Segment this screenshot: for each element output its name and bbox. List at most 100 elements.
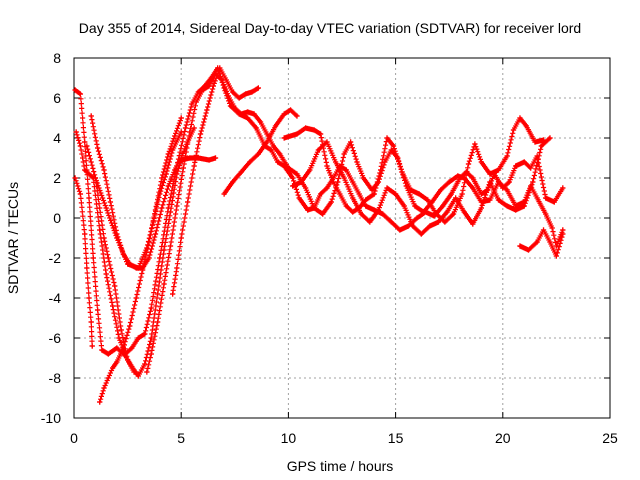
y-tick-label: -10 bbox=[41, 410, 61, 426]
data-point bbox=[362, 203, 369, 209]
data-point bbox=[72, 175, 78, 181]
x-tick-label: 15 bbox=[388, 430, 404, 446]
data-point bbox=[212, 155, 219, 161]
data-point bbox=[210, 83, 216, 89]
data-point bbox=[157, 255, 163, 261]
data-point bbox=[543, 211, 549, 217]
data-point bbox=[114, 359, 120, 365]
data-point bbox=[302, 185, 309, 191]
y-tick-label: -4 bbox=[49, 290, 62, 306]
data-point bbox=[230, 89, 236, 95]
data-point bbox=[532, 139, 538, 145]
data-point bbox=[245, 115, 251, 121]
data-point bbox=[380, 211, 386, 217]
data-point bbox=[101, 235, 107, 241]
data-point bbox=[384, 185, 390, 191]
data-point bbox=[495, 167, 502, 173]
data-point bbox=[270, 143, 276, 149]
data-point bbox=[112, 283, 118, 289]
data-point bbox=[553, 253, 559, 259]
data-point bbox=[360, 175, 367, 181]
data-point bbox=[444, 209, 450, 215]
data-point bbox=[77, 143, 84, 149]
data-point bbox=[317, 131, 324, 137]
data-point bbox=[410, 223, 416, 229]
data-point bbox=[549, 225, 555, 231]
data-point bbox=[86, 195, 92, 201]
data-point bbox=[204, 107, 210, 113]
data-point bbox=[442, 219, 448, 225]
plot-frame bbox=[73, 57, 611, 419]
data-point bbox=[347, 139, 354, 145]
data-point bbox=[324, 185, 330, 191]
data-point bbox=[172, 167, 178, 173]
data-point bbox=[255, 85, 261, 91]
data-point bbox=[465, 161, 472, 167]
x-tick-labels: 0 5 10 15 20 25 bbox=[70, 430, 618, 446]
data-point bbox=[461, 209, 467, 215]
data-point bbox=[324, 139, 330, 145]
data-point bbox=[142, 361, 148, 367]
data-point bbox=[350, 195, 356, 201]
data-point bbox=[315, 147, 322, 153]
x-tick-label: 5 bbox=[177, 430, 185, 446]
data-point bbox=[174, 265, 180, 271]
data-point bbox=[90, 255, 96, 261]
data-point bbox=[165, 205, 171, 211]
data-point bbox=[133, 295, 139, 301]
data-point bbox=[103, 205, 109, 211]
data-point bbox=[167, 243, 174, 249]
data-point bbox=[221, 191, 227, 197]
y-tick-label: 8 bbox=[53, 50, 61, 66]
data-point bbox=[440, 203, 446, 209]
data-point bbox=[97, 399, 103, 405]
data-point bbox=[105, 375, 111, 381]
series-arc-1 bbox=[72, 87, 219, 379]
series-arc-8 bbox=[144, 71, 566, 375]
data-point bbox=[92, 175, 99, 181]
data-point bbox=[251, 111, 257, 117]
y-tick-label: 2 bbox=[53, 170, 61, 186]
data-point bbox=[125, 261, 131, 267]
data-point bbox=[388, 147, 394, 153]
data-point bbox=[547, 239, 553, 245]
data-point bbox=[305, 207, 311, 213]
data-point bbox=[367, 219, 373, 225]
x-axis-label: GPS time / hours bbox=[287, 458, 394, 474]
data-point bbox=[73, 129, 79, 135]
data-point bbox=[487, 179, 493, 185]
y-tick-label: -8 bbox=[49, 370, 62, 386]
data-point bbox=[193, 99, 199, 105]
data-point bbox=[324, 163, 330, 169]
data-point bbox=[510, 127, 517, 133]
data-point bbox=[86, 295, 92, 301]
data-point bbox=[307, 167, 313, 173]
data-point bbox=[155, 291, 161, 297]
series-arc-12 bbox=[281, 115, 547, 225]
series-arc-3 bbox=[72, 175, 95, 349]
data-point bbox=[298, 179, 304, 185]
data-point bbox=[148, 335, 154, 341]
data-point bbox=[332, 159, 339, 165]
data-point bbox=[311, 127, 317, 133]
data-point bbox=[232, 105, 238, 111]
data-point bbox=[172, 133, 178, 139]
data-point bbox=[103, 271, 109, 277]
data-point bbox=[264, 139, 270, 145]
data-point bbox=[131, 369, 137, 375]
data-point bbox=[236, 95, 242, 101]
data-point bbox=[470, 185, 476, 191]
data-point bbox=[356, 205, 362, 211]
x-tick-label: 10 bbox=[281, 430, 297, 446]
data-point bbox=[187, 155, 193, 161]
series-arc-11 bbox=[290, 135, 553, 237]
data-point bbox=[223, 77, 229, 83]
data-point bbox=[127, 323, 133, 329]
data-point bbox=[478, 191, 484, 197]
data-point bbox=[294, 131, 300, 137]
series-arc-13 bbox=[517, 227, 566, 259]
data-point bbox=[185, 199, 191, 205]
data-point bbox=[161, 281, 167, 287]
data-point bbox=[272, 123, 279, 129]
